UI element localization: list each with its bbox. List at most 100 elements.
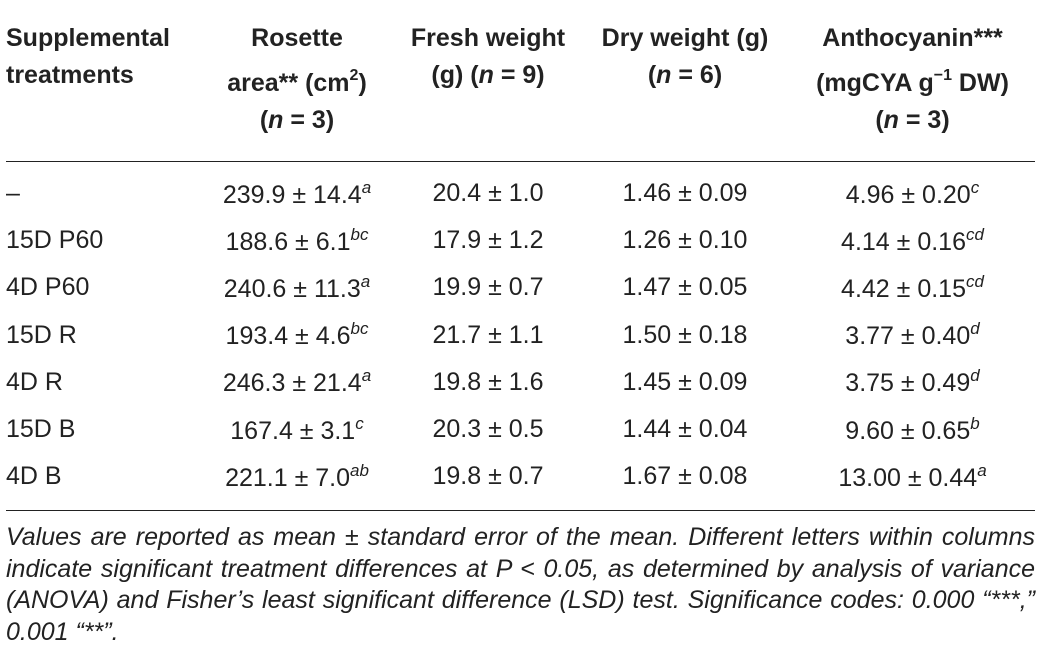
cell-fresh: 20.3 ± 0.5: [432, 415, 544, 444]
cell-antho: 4.14 ± 0.16cd: [790, 217, 1035, 264]
cell-antho: 3.75 ± 0.49d: [790, 359, 1035, 406]
antho-value: 3.75 ± 0.49: [845, 369, 971, 398]
header-rosette-line2: area** (cm: [227, 69, 350, 97]
rosette-value: 221.1 ± 7.0: [225, 463, 350, 492]
table-row: 15D R 193.4 ± 4.6bc 21.7 ± 1.1 1.50 ± 0.…: [6, 312, 1035, 359]
cell-fresh: 19.9 ± 0.7: [432, 273, 544, 302]
cell-dry: 1.26 ± 0.10: [622, 226, 748, 255]
cell-antho: 13.00 ± 0.44a: [790, 453, 1035, 511]
header-rosette-n-rest: = 3): [283, 106, 335, 134]
rosette-letter: a: [360, 271, 371, 291]
cell-treatment: 15D R: [6, 320, 77, 349]
header-fresh-weight: Fresh weight (g) (n = 9): [396, 0, 580, 162]
cell-antho: 4.96 ± 0.20c: [790, 162, 1035, 218]
cell-treatment: 15D B: [6, 415, 76, 444]
antho-value: 9.60 ± 0.65: [845, 416, 971, 445]
cell-fresh: 20.4 ± 1.0: [432, 179, 544, 208]
table-row: 4D B 221.1 ± 7.0ab 19.8 ± 0.7 1.67 ± 0.0…: [6, 453, 1035, 511]
cell-rosette: 240.6 ± 11.3a: [198, 264, 396, 311]
header-fresh-line1: Fresh weight: [410, 24, 566, 52]
table-row: 15D P60 188.6 ± 6.1bc 17.9 ± 1.2 1.26 ± …: [6, 217, 1035, 264]
results-table: Supplemental treatments Rosette area** (…: [6, 0, 1035, 511]
cell-treatment: –: [6, 179, 20, 208]
cell-dry: 1.46 ± 0.09: [622, 179, 748, 208]
header-treatments-line2: treatments: [6, 61, 134, 89]
cell-fresh: 21.7 ± 1.1: [432, 320, 544, 349]
header-dry-n: n: [656, 61, 672, 89]
antho-value: 4.14 ± 0.16: [841, 227, 966, 256]
header-dry-weight: Dry weight (g) (n = 6): [580, 0, 790, 162]
rosette-value: 167.4 ± 3.1: [230, 416, 356, 445]
antho-letter: cd: [965, 271, 984, 291]
cell-rosette: 246.3 ± 21.4a: [198, 359, 396, 406]
cell-treatment: 4D R: [6, 367, 63, 396]
header-row: Supplemental treatments Rosette area** (…: [6, 0, 1035, 162]
cell-antho: 4.42 ± 0.15cd: [790, 264, 1035, 311]
header-dry-line1: Dry weight (g): [601, 24, 769, 52]
header-antho-n-open: (: [875, 106, 884, 134]
header-fresh-line2: (g) (: [431, 61, 479, 89]
header-rosette-n-open: (: [259, 106, 269, 134]
table-footnote: Values are reported as mean ± standard e…: [6, 523, 1035, 646]
header-treatments: Supplemental treatments: [6, 0, 198, 162]
antho-letter: b: [970, 413, 980, 433]
header-antho-line2: (mgCYA g: [816, 69, 934, 97]
header-antho-n-rest: = 3): [898, 106, 950, 134]
rosette-letter: ab: [350, 460, 369, 480]
header-treatments-line1: Supplemental: [6, 24, 170, 52]
table-row: – 239.9 ± 14.4a 20.4 ± 1.0 1.46 ± 0.09 4…: [6, 162, 1035, 218]
header-anthocyanin: Anthocyanin*** (mgCYA g−1 DW) (n = 3): [790, 0, 1035, 162]
antho-value: 3.77 ± 0.40: [845, 322, 971, 351]
rosette-letter: bc: [350, 224, 369, 244]
antho-value: 4.42 ± 0.15: [841, 274, 966, 303]
header-dry-n-rest: = 6): [671, 61, 723, 89]
table-row: 4D P60 240.6 ± 11.3a 19.9 ± 0.7 1.47 ± 0…: [6, 264, 1035, 311]
cell-dry: 1.67 ± 0.08: [622, 462, 748, 491]
antho-letter: d: [970, 366, 980, 386]
cell-dry: 1.50 ± 0.18: [622, 320, 748, 349]
header-antho-line1: Anthocyanin***: [822, 24, 1003, 52]
rosette-value: 239.9 ± 14.4: [222, 180, 362, 209]
cell-treatment: 4D B: [6, 462, 62, 491]
cell-antho: 9.60 ± 0.65b: [790, 406, 1035, 453]
cell-treatment: 15D P60: [6, 226, 104, 255]
header-fresh-n: n: [478, 61, 494, 89]
cell-fresh: 19.8 ± 0.7: [432, 462, 544, 491]
rosette-letter: a: [361, 177, 372, 197]
cell-rosette: 188.6 ± 6.1bc: [198, 217, 396, 264]
cell-dry: 1.44 ± 0.04: [622, 415, 748, 444]
cell-antho: 3.77 ± 0.40d: [790, 312, 1035, 359]
header-rosette-superscript: 2: [349, 67, 359, 84]
rosette-letter: bc: [350, 319, 369, 339]
rosette-value: 193.4 ± 4.6: [225, 322, 351, 351]
antho-letter: c: [970, 177, 980, 197]
antho-value: 13.00 ± 0.44: [838, 463, 978, 492]
header-rosette-area: Rosette area** (cm2) (n = 3): [198, 0, 396, 162]
antho-value: 4.96 ± 0.20: [845, 180, 971, 209]
table-body: – 239.9 ± 14.4a 20.4 ± 1.0 1.46 ± 0.09 4…: [6, 162, 1035, 511]
cell-fresh: 17.9 ± 1.2: [432, 226, 544, 255]
table-row: 4D R 246.3 ± 21.4a 19.8 ± 1.6 1.45 ± 0.0…: [6, 359, 1035, 406]
header-dry-n-open: (: [647, 61, 657, 89]
header-rosette-line1: Rosette: [251, 24, 343, 52]
cell-rosette: 193.4 ± 4.6bc: [198, 312, 396, 359]
header-rosette-close: ): [358, 69, 367, 97]
rosette-letter: a: [361, 366, 372, 386]
rosette-value: 246.3 ± 21.4: [222, 369, 362, 398]
header-antho-superscript: −1: [933, 67, 952, 84]
rosette-letter: c: [355, 413, 364, 433]
table-header: Supplemental treatments Rosette area** (…: [6, 0, 1035, 162]
cell-dry: 1.45 ± 0.09: [622, 367, 748, 396]
antho-letter: d: [970, 319, 980, 339]
cell-treatment: 4D P60: [6, 273, 90, 302]
rosette-value: 240.6 ± 11.3: [223, 274, 361, 303]
header-antho-close: DW): [951, 69, 1009, 97]
antho-letter: cd: [965, 224, 984, 244]
cell-rosette: 221.1 ± 7.0ab: [198, 453, 396, 511]
header-rosette-n: n: [268, 106, 284, 134]
cell-fresh: 19.8 ± 1.6: [432, 367, 544, 396]
rosette-value: 188.6 ± 6.1: [225, 227, 351, 256]
cell-rosette: 167.4 ± 3.1c: [198, 406, 396, 453]
header-fresh-n-rest: = 9): [493, 61, 545, 89]
